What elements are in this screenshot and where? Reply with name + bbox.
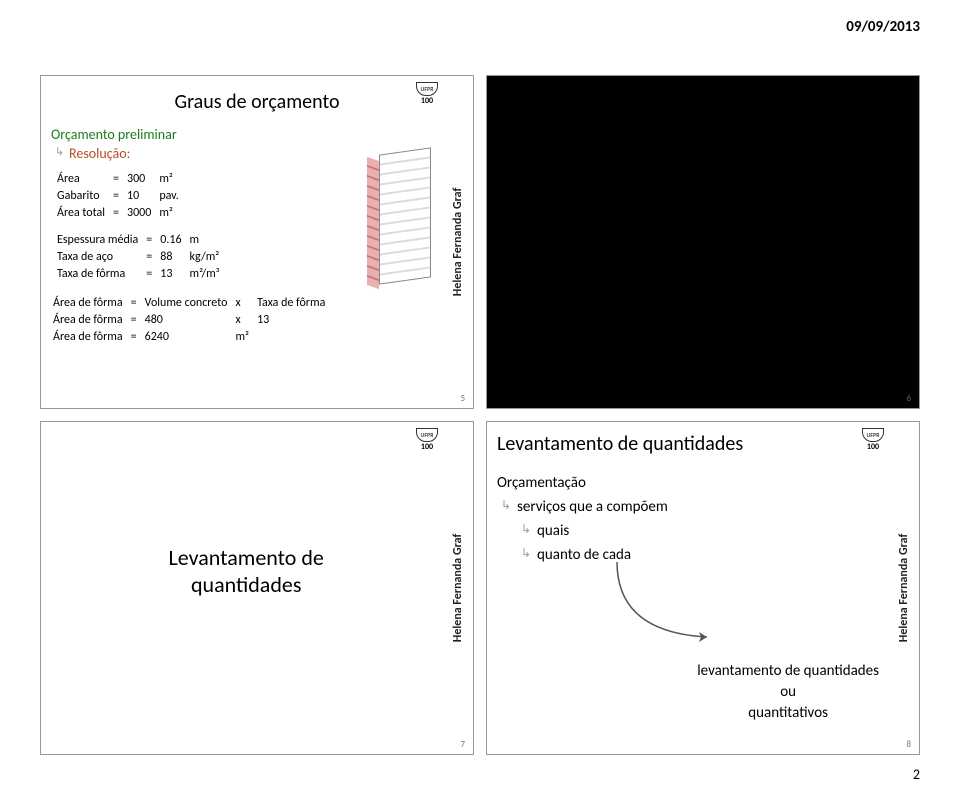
s8-r1: levantamento de quantidades [697, 661, 879, 682]
ufpr-logo: UFPR 100 [862, 428, 884, 451]
date-header: 09/09/2013 [846, 18, 920, 36]
slide-number: 6 [906, 393, 911, 404]
s8-result: levantamento de quantidades ou quantitat… [697, 661, 879, 724]
s8-r3: quantitativos [697, 703, 879, 724]
slide-number: 5 [460, 393, 465, 404]
s8-l1: Orçamentação [497, 474, 909, 492]
ufpr-logo: UFPR 100 [416, 82, 438, 105]
ufpr-logo: UFPR 100 [416, 428, 438, 451]
slide5-formula: Área de fôrma=Volume concretoxTaxa de fô… [51, 294, 333, 347]
s8-l3: quais [537, 522, 909, 540]
author-label: Helena Fernanda Graf [451, 534, 465, 643]
slide5-sub1: Orçamento preliminar [51, 126, 463, 143]
author-label: Helena Fernanda Graf [451, 188, 465, 297]
slide5-params1: Área=300m² Gabarito=10pav. Área total=30… [55, 170, 187, 223]
s8-r2: ou [697, 682, 879, 703]
slide-number: 8 [906, 739, 911, 750]
slide5-title: Graus de orçamento [51, 90, 463, 114]
building-icon [361, 151, 431, 301]
slide-8: UFPR 100 Helena Fernanda Graf Levantamen… [486, 421, 920, 755]
slide-6: 6 [486, 75, 920, 409]
slide-number: 7 [460, 739, 465, 750]
slide-7: UFPR 100 Helena Fernanda Graf Levantamen… [40, 421, 474, 755]
slides-grid: UFPR 100 Helena Fernanda Graf Graus de o… [40, 75, 920, 755]
slide7-title: Levantamento de quantidades [138, 544, 354, 598]
s8-l2: serviços que a compõem [517, 498, 909, 516]
curved-arrow-icon [607, 552, 727, 652]
page-number: 2 [913, 766, 920, 783]
slide-5: UFPR 100 Helena Fernanda Graf Graus de o… [40, 75, 474, 409]
slide8-title: Levantamento de quantidades [497, 432, 909, 456]
slide5-params2: Espessura média=0.16m Taxa de aço=88kg/m… [55, 231, 228, 284]
